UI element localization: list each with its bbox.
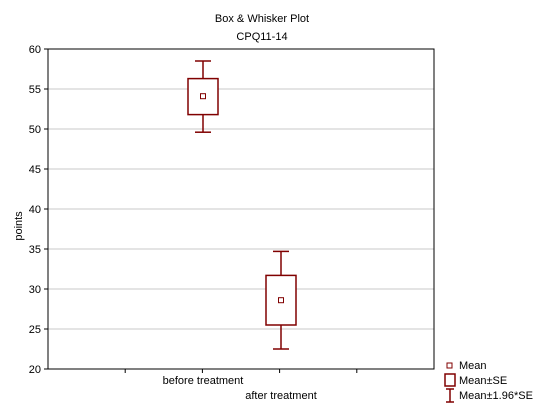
mean-marker-icon bbox=[446, 362, 453, 369]
y-tick-label: 25 bbox=[29, 324, 41, 336]
y-tick-label: 20 bbox=[29, 364, 41, 376]
y-tick-label: 50 bbox=[29, 124, 41, 136]
box-group bbox=[265, 250, 297, 350]
gridlines bbox=[48, 88, 434, 330]
y-tick-label: 35 bbox=[29, 244, 41, 256]
whisker-icon bbox=[446, 388, 454, 403]
se-box bbox=[187, 77, 219, 116]
se-box-icon bbox=[444, 373, 456, 387]
chart-title: Box & Whisker Plot bbox=[215, 13, 309, 25]
legend: Mean Mean±SE Mean±1.96*SE bbox=[444, 360, 533, 403]
y-axis-ticks: 20 25 30 35 40 45 50 55 60 bbox=[29, 44, 48, 376]
y-tick-label: 45 bbox=[29, 164, 41, 176]
boxes bbox=[187, 60, 297, 350]
y-tick-label: 40 bbox=[29, 204, 41, 216]
x-tick-label: after treatment bbox=[245, 390, 317, 402]
se-box bbox=[265, 274, 297, 326]
y-axis-label: points bbox=[13, 211, 25, 241]
legend-item-mean: Mean bbox=[446, 360, 487, 372]
legend-label-mean: Mean bbox=[459, 360, 487, 372]
legend-item-ci: Mean±1.96*SE bbox=[446, 388, 533, 403]
y-tick-label: 30 bbox=[29, 284, 41, 296]
legend-label-se: Mean±SE bbox=[459, 375, 507, 387]
legend-label-ci: Mean±1.96*SE bbox=[459, 390, 533, 402]
y-tick-label: 55 bbox=[29, 84, 41, 96]
box-group bbox=[187, 60, 219, 133]
x-tick-label: before treatment bbox=[163, 375, 244, 387]
mean-marker bbox=[278, 297, 284, 304]
legend-item-se: Mean±SE bbox=[444, 373, 507, 387]
y-tick-label: 60 bbox=[29, 44, 41, 56]
chart-subtitle: CPQ11-14 bbox=[236, 31, 287, 43]
mean-marker bbox=[200, 93, 206, 100]
